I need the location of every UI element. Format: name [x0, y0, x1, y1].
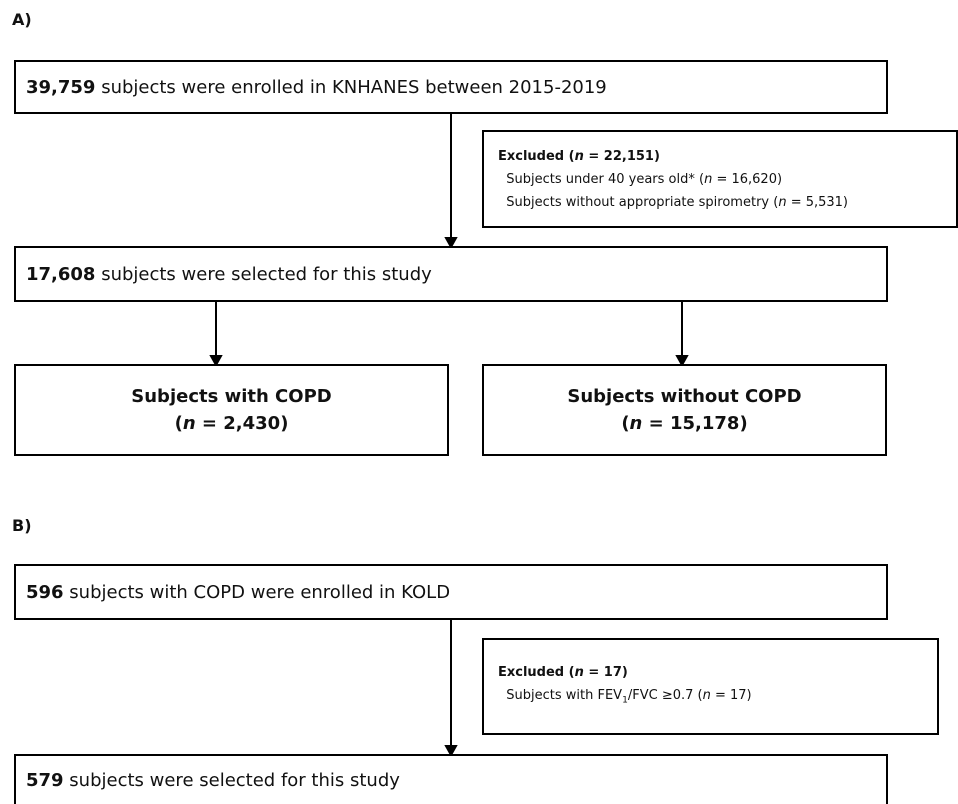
text-line: Subjects under 40 years old* (n = 16,620… [498, 168, 956, 191]
box: 39,759 subjects were enrolled in KNHANES… [14, 60, 888, 114]
text-run: n [182, 413, 196, 434]
text-run: 17,608 [26, 263, 96, 285]
arrow-head [209, 355, 223, 368]
text-run: Excluded ( [498, 664, 575, 680]
text-run: = 17) [710, 687, 752, 703]
box: Subjects without COPD (n = 15,178) [482, 364, 887, 456]
text-run: 1 [622, 695, 628, 706]
text-line: (n = 2,430) [175, 410, 289, 437]
text-run: subjects were selected for this study [95, 263, 432, 285]
text-run: n [629, 413, 643, 434]
box: Subjects with COPD (n = 2,430) [14, 364, 449, 456]
text-run: subjects were selected for this study [63, 769, 400, 791]
text-run: 579 [26, 769, 64, 791]
text-line: 596 subjects with COPD were enrolled in … [26, 582, 886, 603]
text-run: = 15,178) [642, 413, 748, 434]
box: Excluded (n = 17) Subjects with FEV1/FVC… [482, 638, 939, 735]
text-line: Subjects with FEV1/FVC ≥0.7 (n = 17) [498, 684, 937, 713]
text-run: subjects were enrolled in KNHANES betwee… [95, 76, 607, 98]
panel-label: B) [12, 516, 32, 535]
text-run: /FVC ≥0.7 ( [627, 687, 703, 703]
text-run: n [778, 194, 787, 210]
text-line: (n = 15,178) [621, 410, 747, 437]
text-line: Excluded (n = 17) [498, 661, 937, 684]
text-line: Subjects without COPD [567, 383, 801, 410]
arrow-head [675, 355, 689, 368]
text-run: = 17) [583, 664, 628, 680]
text-run: = 22,151) [583, 148, 660, 164]
box: 17,608 subjects were selected for this s… [14, 246, 888, 302]
box: 579 subjects were selected for this stud… [14, 754, 888, 804]
text-run: Subjects without COPD [567, 386, 802, 407]
box: 596 subjects with COPD were enrolled in … [14, 564, 888, 620]
text-run: = 5,531) [786, 194, 849, 210]
box: Excluded (n = 22,151) Subjects under 40 … [482, 130, 958, 228]
text-line: 579 subjects were selected for this stud… [26, 770, 886, 791]
text-run: 39,759 [26, 76, 96, 98]
text-line: Subjects with COPD [131, 383, 331, 410]
text-line: Excluded (n = 22,151) [498, 145, 956, 168]
arrow-head [444, 237, 458, 250]
text-run: Subjects with COPD [131, 386, 332, 407]
text-run: Excluded ( [498, 148, 575, 164]
arrow-head [444, 745, 458, 758]
text-line: 17,608 subjects were selected for this s… [26, 264, 886, 285]
text-run: n [704, 171, 713, 187]
text-run: n [574, 664, 584, 680]
text-run: = 2,430) [195, 413, 289, 434]
text-run: ( [174, 413, 183, 434]
text-run: Subjects without appropriate spirometry … [498, 194, 779, 210]
text-run: n [702, 687, 711, 703]
text-run: Subjects with FEV [498, 687, 623, 703]
text-run: Subjects under 40 years old* ( [498, 171, 705, 187]
text-run: = 16,620) [712, 171, 783, 187]
panel-label: A) [12, 10, 32, 29]
text-run: n [574, 148, 584, 164]
text-line: Subjects without appropriate spirometry … [498, 191, 956, 214]
text-run: subjects with COPD were enrolled in KOLD [63, 581, 451, 603]
text-run: ( [621, 413, 630, 434]
text-line: 39,759 subjects were enrolled in KNHANES… [26, 77, 886, 98]
text-run: 596 [26, 581, 64, 603]
